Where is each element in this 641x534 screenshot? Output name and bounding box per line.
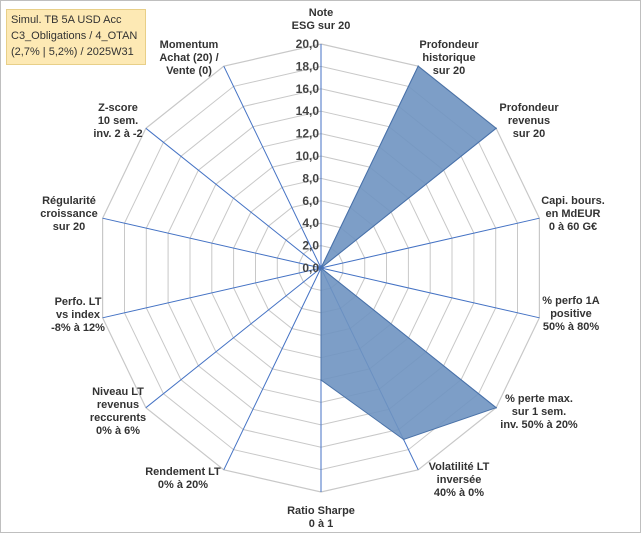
axis-label: Ratio Sharpe 0 à 1 [287,505,355,530]
tick-label: 6,0 [302,194,319,208]
tick-label: 4,0 [302,216,319,230]
info-line-3: (2,7% | 5,2%) / 2025W31 [11,46,134,58]
tick-label: 18,0 [296,59,320,73]
axis-label: Z-score 10 sem. inv. 2 à -2 [93,102,142,140]
tick-label: 12,0 [296,127,320,141]
axis-label: Régularité croissance sur 20 [40,195,97,233]
axis-spoke [320,217,540,269]
axis-spoke [145,127,322,269]
axis-spoke [102,267,322,319]
tick-label: 8,0 [302,171,319,185]
axis-label: Profondeur historique sur 20 [419,39,479,77]
axis-label: Perfo. LT vs index -8% à 12% [51,296,105,334]
axis-label: Volatilité LT inversée 40% à 0% [429,461,490,499]
data-point [320,267,322,269]
axis-label: Momentum Achat (20) / Vente (0) [159,39,218,77]
axis-label: Capi. bours. en MdEUR 0 à 60 G€ [541,195,605,233]
axis-label: % perte max. sur 1 sem. inv. 50% à 20% [500,393,578,431]
data-point [495,127,497,130]
tick-label: 10,0 [296,149,320,163]
tick-label: 14,0 [296,104,320,118]
data-point [495,406,497,409]
axis-spoke [223,65,322,269]
info-line-1: Simul. TB 5A USD Acc [11,14,122,26]
axis-spoke [145,267,322,409]
data-point [402,438,405,441]
tick-label: 20,0 [296,37,320,51]
tick-label: 0,0 [302,261,319,275]
data-point [320,379,322,381]
axis-label: Note ESG sur 20 [292,7,351,32]
tick-label: 2,0 [302,239,319,253]
axis-label: Rendement LT 0% à 20% [145,466,221,491]
data-series-area [320,65,498,441]
axis-label: Niveau LT revenus reccurents 0% à 6% [90,386,146,437]
axis-label: Profondeur revenus sur 20 [499,102,559,140]
axis-spoke [320,267,540,319]
axis-label: % perfo 1A positive 50% à 80% [542,295,600,333]
axis-spoke [102,217,322,269]
tick-label: 16,0 [296,82,320,96]
info-box: Simul. TB 5A USD Acc C3_Obligations / 4_… [6,9,146,65]
axis-spoke [223,267,322,471]
info-line-2: C3_Obligations / 4_OTAN [11,30,138,42]
data-point [417,65,420,67]
